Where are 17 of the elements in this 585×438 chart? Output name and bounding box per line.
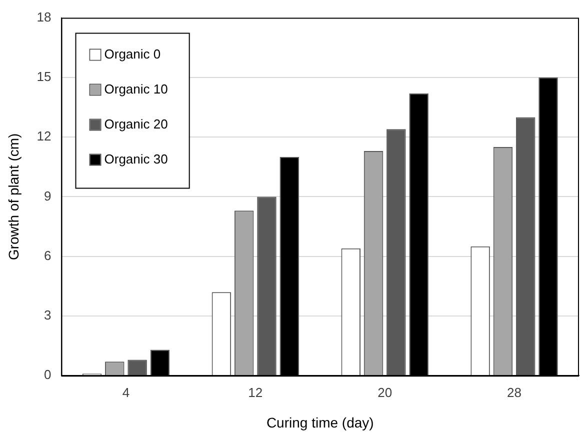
- legend-label: Organic 0: [104, 46, 161, 62]
- y-tick-label: 15: [36, 69, 52, 84]
- x-tick-label: 28: [507, 384, 522, 400]
- legend-label: Organic 30: [104, 151, 168, 166]
- x-axis-title: Curing time (day): [266, 414, 374, 430]
- legend-label: Organic 20: [104, 116, 168, 132]
- y-tick-label: 6: [44, 248, 52, 263]
- y-tick-label: 0: [44, 367, 52, 382]
- y-tick-label: 12: [36, 128, 52, 144]
- x-tick-label: 4: [122, 384, 130, 400]
- legend-label: Organic 10: [104, 81, 168, 96]
- x-tick-label: 20: [378, 384, 392, 400]
- y-axis-title: Growth of plant (cm): [5, 133, 22, 260]
- x-tick-label: 12: [248, 384, 263, 400]
- y-tick-label: 3: [44, 308, 52, 323]
- y-tick-label: 9: [44, 188, 52, 204]
- y-tick-label: 18: [36, 9, 52, 24]
